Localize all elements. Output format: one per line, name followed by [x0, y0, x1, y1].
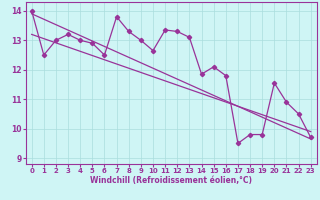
X-axis label: Windchill (Refroidissement éolien,°C): Windchill (Refroidissement éolien,°C) [90, 176, 252, 185]
